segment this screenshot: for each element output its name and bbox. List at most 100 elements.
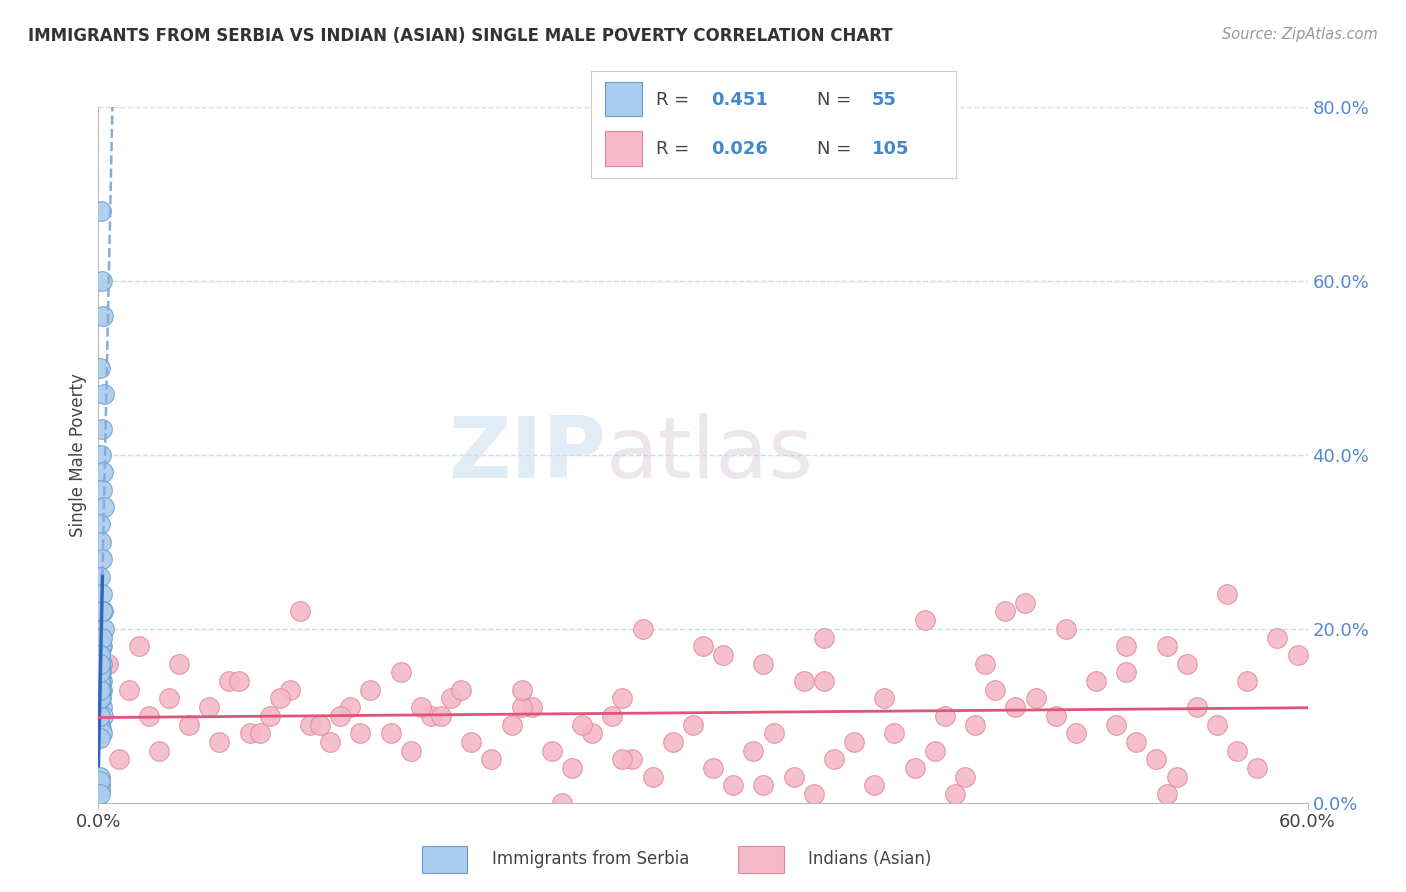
Point — [430, 708, 453, 723]
Point — [1166, 770, 1188, 784]
Text: 0.026: 0.026 — [711, 141, 768, 159]
Point — [1236, 674, 1258, 689]
Point — [89, 787, 111, 801]
Point — [1054, 622, 1077, 636]
Point — [89, 708, 111, 723]
Point — [157, 691, 180, 706]
Point — [91, 682, 114, 697]
Point — [1175, 657, 1198, 671]
Point — [943, 787, 966, 801]
Point — [288, 605, 311, 619]
Point — [89, 691, 111, 706]
Point — [1216, 587, 1239, 601]
Point — [1004, 700, 1026, 714]
Point — [89, 682, 111, 697]
Text: ZIP: ZIP — [449, 413, 606, 497]
Point — [90, 674, 112, 689]
Point — [89, 674, 111, 689]
Point — [389, 665, 412, 680]
Point — [89, 665, 111, 680]
Point — [299, 717, 322, 731]
Point — [269, 691, 291, 706]
Point — [339, 700, 361, 714]
Point — [974, 657, 997, 671]
Point — [228, 674, 250, 689]
Point — [89, 674, 111, 689]
Point — [239, 726, 262, 740]
Text: N =: N = — [817, 141, 858, 159]
Point — [762, 726, 785, 740]
Point — [208, 735, 231, 749]
Point — [520, 700, 543, 714]
Point — [782, 770, 804, 784]
Point — [89, 648, 111, 662]
Point — [89, 657, 111, 671]
Text: R =: R = — [657, 91, 696, 109]
Point — [89, 360, 111, 375]
Point — [1064, 726, 1087, 740]
Point — [1144, 752, 1167, 766]
Point — [177, 717, 201, 731]
Point — [661, 735, 683, 749]
Point — [510, 700, 533, 714]
Point — [813, 631, 835, 645]
Point — [93, 622, 115, 636]
Point — [823, 752, 845, 766]
Point — [1156, 639, 1178, 653]
Point — [89, 648, 111, 662]
Point — [481, 752, 503, 766]
Bar — [605, 82, 641, 116]
Point — [91, 631, 114, 645]
Point — [571, 717, 593, 731]
Point — [309, 717, 332, 731]
Point — [90, 722, 112, 736]
Point — [91, 708, 114, 723]
Point — [1156, 787, 1178, 801]
Point — [510, 682, 533, 697]
Point — [118, 682, 141, 697]
Point — [89, 682, 111, 697]
Point — [91, 605, 114, 619]
Point — [259, 708, 281, 723]
Y-axis label: Single Male Poverty: Single Male Poverty — [69, 373, 87, 537]
Point — [953, 770, 976, 784]
Text: 105: 105 — [872, 141, 910, 159]
Point — [128, 639, 150, 653]
Point — [1024, 691, 1046, 706]
Bar — [738, 847, 785, 873]
Point — [380, 726, 402, 740]
Point — [450, 682, 472, 697]
Point — [813, 674, 835, 689]
Point — [863, 778, 886, 792]
Point — [1125, 735, 1147, 749]
Point — [90, 448, 112, 462]
Point — [844, 735, 866, 749]
Point — [873, 691, 896, 706]
Point — [91, 674, 114, 689]
Point — [249, 726, 271, 740]
Point — [692, 639, 714, 653]
Point — [641, 770, 664, 784]
Point — [883, 726, 905, 740]
Text: IMMIGRANTS FROM SERBIA VS INDIAN (ASIAN) SINGLE MALE POVERTY CORRELATION CHART: IMMIGRANTS FROM SERBIA VS INDIAN (ASIAN)… — [28, 27, 893, 45]
Point — [914, 613, 936, 627]
Point — [89, 657, 111, 671]
Point — [1185, 700, 1208, 714]
Point — [319, 735, 342, 749]
Point — [329, 708, 352, 723]
Point — [803, 787, 825, 801]
Point — [702, 761, 724, 775]
Point — [1246, 761, 1268, 775]
Point — [742, 744, 765, 758]
Point — [682, 717, 704, 731]
Point — [89, 717, 111, 731]
Point — [91, 726, 114, 740]
Point — [711, 648, 734, 662]
Text: N =: N = — [817, 91, 858, 109]
Point — [138, 708, 160, 723]
Point — [89, 691, 111, 706]
Point — [631, 622, 654, 636]
Point — [97, 657, 120, 671]
Point — [90, 534, 112, 549]
Point — [1226, 744, 1249, 758]
